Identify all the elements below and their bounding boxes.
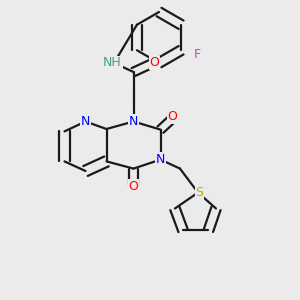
Text: O: O: [168, 110, 177, 124]
Text: O: O: [150, 56, 159, 70]
Text: S: S: [196, 186, 203, 199]
Text: O: O: [129, 179, 138, 193]
Text: NH: NH: [103, 56, 122, 70]
Text: N: N: [156, 153, 165, 166]
Text: N: N: [129, 115, 138, 128]
Text: N: N: [81, 115, 90, 128]
Text: F: F: [194, 48, 201, 61]
